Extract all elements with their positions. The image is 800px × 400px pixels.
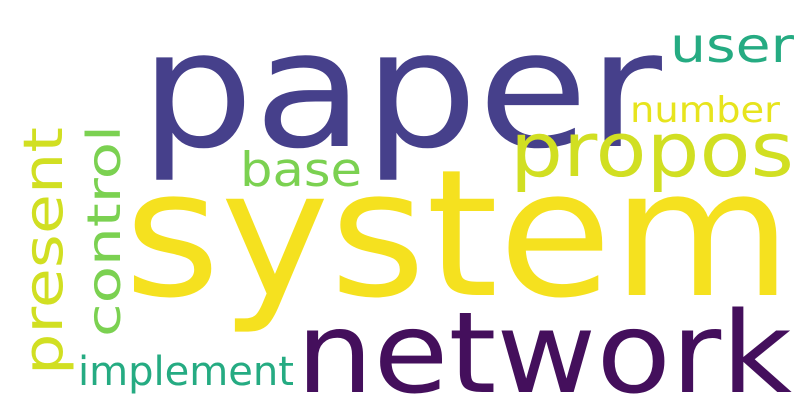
word-base: base [240,143,362,198]
word-paper: paper [140,0,662,185]
word-propos: propos [510,105,794,194]
word-system: system [124,132,792,337]
word-number: number [630,90,780,131]
word-implement: implement [78,349,294,395]
word-control: control [77,125,131,337]
word-user: user [670,18,794,74]
word-network: network [296,289,792,400]
word-present: present [12,127,75,375]
